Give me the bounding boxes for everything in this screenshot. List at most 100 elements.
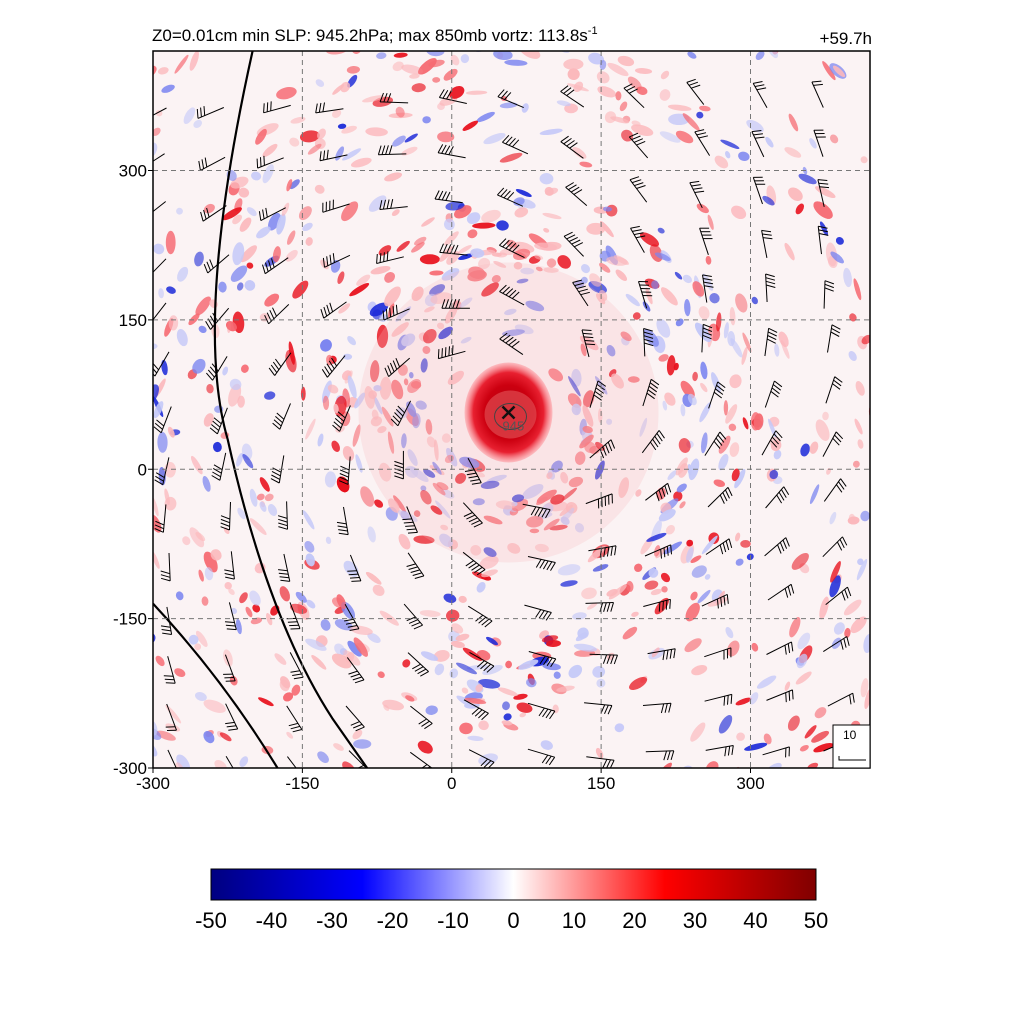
vorticity-blob: [788, 187, 803, 201]
vorticity-blob: [787, 715, 800, 731]
wind-barb: [708, 381, 726, 409]
vorticity-blob: [951, 49, 965, 61]
vorticity-blob: [390, 999, 410, 1017]
vorticity-blob: [734, 468, 746, 489]
vorticity-blob: [396, 240, 410, 252]
vorticity-blob: [637, 1, 661, 21]
vorticity-blob: [996, 428, 1011, 448]
vorticity-blob: [22, 497, 35, 510]
vorticity-blob: [414, 236, 427, 246]
wind-barb: [469, 651, 495, 673]
vorticity-blob: [720, 139, 740, 149]
vorticity-blob: [925, 24, 944, 43]
wind-barb: [268, 352, 292, 376]
vorticity-blob: [815, 419, 830, 441]
vorticity-blob: [774, 789, 787, 797]
vorticity-blob: [230, 265, 248, 282]
wind-barb: [629, 176, 648, 203]
vorticity-blob: [125, 225, 136, 237]
vorticity-blob: [224, 582, 232, 590]
vorticity-blob: [370, 360, 380, 383]
vorticity-blob: [556, 100, 571, 107]
vorticity-blob: [577, 627, 589, 639]
vorticity-blob: [404, 996, 421, 1006]
vorticity-blob: [713, 479, 726, 487]
vorticity-blob: [581, 587, 597, 600]
wind-barb: [344, 604, 360, 631]
x-tick-label: -300: [136, 774, 170, 793]
wind-barbs: [153, 78, 855, 768]
wind-barb: [410, 705, 433, 730]
vorticity-blob: [566, 798, 584, 811]
vorticity-blob: [744, 742, 768, 751]
vorticity-blob: [666, 355, 676, 376]
vorticity-blob: [232, 829, 243, 839]
vorticity-blob: [479, 555, 499, 570]
vorticity-blob: [40, 456, 53, 477]
vorticity-blob: [245, 606, 253, 618]
vorticity-blob: [175, 591, 184, 601]
wind-barb: [319, 149, 348, 162]
vorticity-blob: [377, 968, 395, 983]
vorticity-blob: [729, 307, 736, 326]
vorticity-blob: [124, 54, 137, 68]
vorticity-blob: [442, 970, 449, 978]
vorticity-blob: [927, 654, 938, 665]
vorticity-blob: [869, 577, 883, 601]
vorticity-blob: [866, 815, 879, 830]
vorticity-blob: [644, 580, 659, 590]
vorticity-blob: [391, 322, 409, 337]
wind-barb: [647, 648, 676, 661]
vorticity-blob: [718, 435, 731, 454]
vorticity-blob: [379, 826, 400, 839]
vorticity-blob: [153, 343, 158, 350]
vorticity-blob: [499, 152, 523, 163]
vorticity-blob: [596, 998, 620, 1010]
vorticity-blob: [659, 89, 671, 101]
vorticity-blob: [86, 762, 105, 778]
wind-barb: [278, 553, 291, 582]
wind-barb: [694, 129, 711, 156]
vorticity-blob: [237, 507, 246, 520]
vorticity-blob: [30, 174, 45, 194]
vorticity-blob: [194, 251, 204, 267]
wind-barb: [211, 452, 227, 481]
vorticity-blob: [567, 68, 580, 81]
vorticity-blob: [553, 671, 561, 679]
vorticity-blob: [648, 568, 659, 578]
vorticity-blob: [675, 318, 684, 327]
vorticity-blob: [195, 296, 211, 316]
x-tick-label: 150: [587, 774, 615, 793]
vorticity-blob: [396, 407, 408, 419]
vorticity-blob: [409, 467, 429, 483]
vorticity-blob: [874, 483, 883, 495]
vorticity-blob: [822, 61, 836, 81]
vorticity-blob: [526, 678, 537, 688]
vorticity-blob: [679, 501, 686, 509]
storm-center: 945: [501, 405, 524, 433]
wind-barb: [752, 176, 766, 205]
y-tick-label: 300: [119, 162, 147, 181]
vorticity-blob: [279, 679, 290, 692]
vorticity-blob: [465, 90, 488, 95]
vorticity-blob: [397, 972, 406, 979]
vorticity-blob: [474, 849, 481, 859]
vorticity-blob: [652, 791, 670, 809]
vorticity-blob: [290, 116, 306, 124]
vorticity-blob: [974, 753, 994, 774]
wind-barb: [762, 746, 790, 758]
vorticity-blob: [948, 775, 972, 799]
vorticity-blob: [439, 1001, 463, 1016]
wind-barb: [225, 703, 239, 731]
wind-barb: [761, 430, 783, 456]
vorticity-blob: [474, 999, 480, 1007]
vorticity-blob: [279, 586, 291, 602]
vorticity-blob: [432, 461, 442, 475]
vorticity-blob: [631, 120, 641, 127]
vorticity-blob: [864, 828, 878, 842]
wind-barb: [437, 144, 466, 159]
vorticity-blob: [365, 821, 385, 833]
wind-barb: [823, 478, 847, 502]
vorticity-blob: [181, 857, 192, 867]
vorticity-blob: [80, 809, 94, 825]
